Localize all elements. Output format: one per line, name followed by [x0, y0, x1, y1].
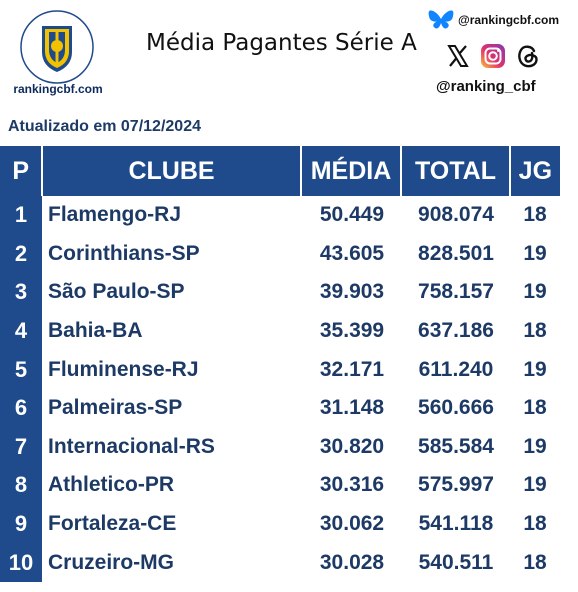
- table-body: 1 Flamengo-RJ 50.449 908.074 18 2 Corint…: [0, 196, 560, 582]
- row-average: 43.605: [319, 241, 385, 265]
- table-row: 3 São Paulo-SP 39.903 758.157 19: [0, 273, 560, 312]
- row-total: 908.074: [418, 203, 494, 227]
- social-handle: @ranking_cbf: [436, 78, 536, 95]
- ranking-table: P CLUBE MÉDIA TOTAL JG 1 Flamengo-RJ 50.…: [0, 146, 560, 582]
- column-header-average: MÉDIA: [299, 146, 401, 196]
- table-row: 2 Corinthians-SP 43.605 828.501 19: [0, 234, 560, 274]
- row-games: 19: [523, 473, 547, 497]
- row-games: 18: [523, 512, 547, 536]
- bluesky-handle: @rankingcbf.com: [458, 13, 560, 27]
- table-row: 9 Fortaleza-CE 30.062 541.118 18: [0, 504, 560, 544]
- column-header-games: JG: [508, 146, 560, 196]
- row-total: 540.511: [418, 550, 494, 574]
- row-average: 35.399: [319, 319, 385, 343]
- row-average: 30.062: [319, 512, 385, 536]
- social-block: @rankingcbf.com: [428, 8, 568, 95]
- row-position: 5: [0, 350, 42, 389]
- x-icon: [447, 45, 469, 67]
- row-position: 10: [0, 543, 42, 582]
- table-row: 10 Cruzeiro-MG 30.028 540.511 18: [0, 543, 560, 582]
- table-row: 8 Athletico-PR 30.316 575.997 19: [0, 466, 560, 505]
- row-position: 2: [0, 234, 42, 274]
- header: rankingcbf.com Média Pagantes Série A @r…: [0, 0, 578, 116]
- row-games: 18: [523, 550, 547, 574]
- row-total: 541.118: [418, 512, 494, 536]
- row-club: Bahia-BA: [48, 319, 143, 343]
- row-average: 39.903: [319, 280, 385, 304]
- row-position: 6: [0, 388, 42, 428]
- row-games: 19: [523, 241, 547, 265]
- bluesky-icon: [428, 10, 454, 29]
- row-games: 18: [523, 319, 547, 343]
- row-club: Flamengo-RJ: [48, 203, 182, 227]
- row-total: 585.584: [418, 434, 494, 458]
- table-row: 7 Internacional-RS 30.820 585.584 19: [0, 427, 560, 467]
- row-position: 7: [0, 427, 42, 467]
- row-club: Palmeiras-SP: [48, 396, 183, 420]
- cbf-crest-icon: [20, 10, 94, 84]
- instagram-icon: [481, 44, 505, 68]
- row-games: 18: [523, 396, 547, 420]
- row-average: 50.449: [319, 203, 385, 227]
- row-average: 32.171: [319, 357, 385, 381]
- table-row: 4 Bahia-BA 35.399 637.186 18: [0, 311, 560, 351]
- row-total: 758.157: [418, 280, 494, 304]
- row-club: Fluminense-RJ: [48, 357, 199, 381]
- row-club: Internacional-RS: [48, 434, 215, 458]
- row-position: 8: [0, 466, 42, 505]
- row-club: Cruzeiro-MG: [48, 550, 174, 574]
- row-average: 30.820: [319, 434, 385, 458]
- table-row: 6 Palmeiras-SP 31.148 560.666 18: [0, 388, 560, 428]
- row-average: 30.028: [319, 550, 385, 574]
- page-title: Média Pagantes Série A: [146, 30, 417, 56]
- table-header: P CLUBE MÉDIA TOTAL JG: [0, 146, 560, 196]
- row-total: 611.240: [418, 357, 494, 381]
- row-games: 19: [523, 357, 547, 381]
- row-position: 4: [0, 311, 42, 351]
- table-row: 1 Flamengo-RJ 50.449 908.074 18: [0, 196, 560, 235]
- row-total: 828.501: [418, 241, 494, 265]
- row-games: 19: [523, 434, 547, 458]
- site-label: rankingcbf.com: [13, 82, 103, 96]
- row-club: Fortaleza-CE: [48, 512, 177, 536]
- updated-date: Atualizado em 07/12/2024: [8, 118, 201, 135]
- column-header-club: CLUBE: [41, 146, 299, 196]
- row-club: Corinthians-SP: [48, 241, 200, 265]
- row-total: 560.666: [418, 396, 494, 420]
- row-club: São Paulo-SP: [48, 280, 185, 304]
- table-row: 5 Fluminense-RJ 32.171 611.240 19: [0, 350, 560, 389]
- row-games: 19: [523, 280, 547, 304]
- row-games: 18: [523, 203, 547, 227]
- row-position: 9: [0, 504, 42, 544]
- row-position: 3: [0, 273, 42, 312]
- row-total: 637.186: [418, 319, 494, 343]
- threads-icon: [518, 45, 538, 68]
- column-header-total: TOTAL: [400, 146, 508, 196]
- row-total: 575.997: [418, 473, 494, 497]
- row-average: 30.316: [319, 473, 385, 497]
- row-position: 1: [0, 196, 42, 235]
- row-average: 31.148: [319, 396, 385, 420]
- row-club: Athletico-PR: [48, 473, 174, 497]
- column-header-position: P: [12, 156, 30, 185]
